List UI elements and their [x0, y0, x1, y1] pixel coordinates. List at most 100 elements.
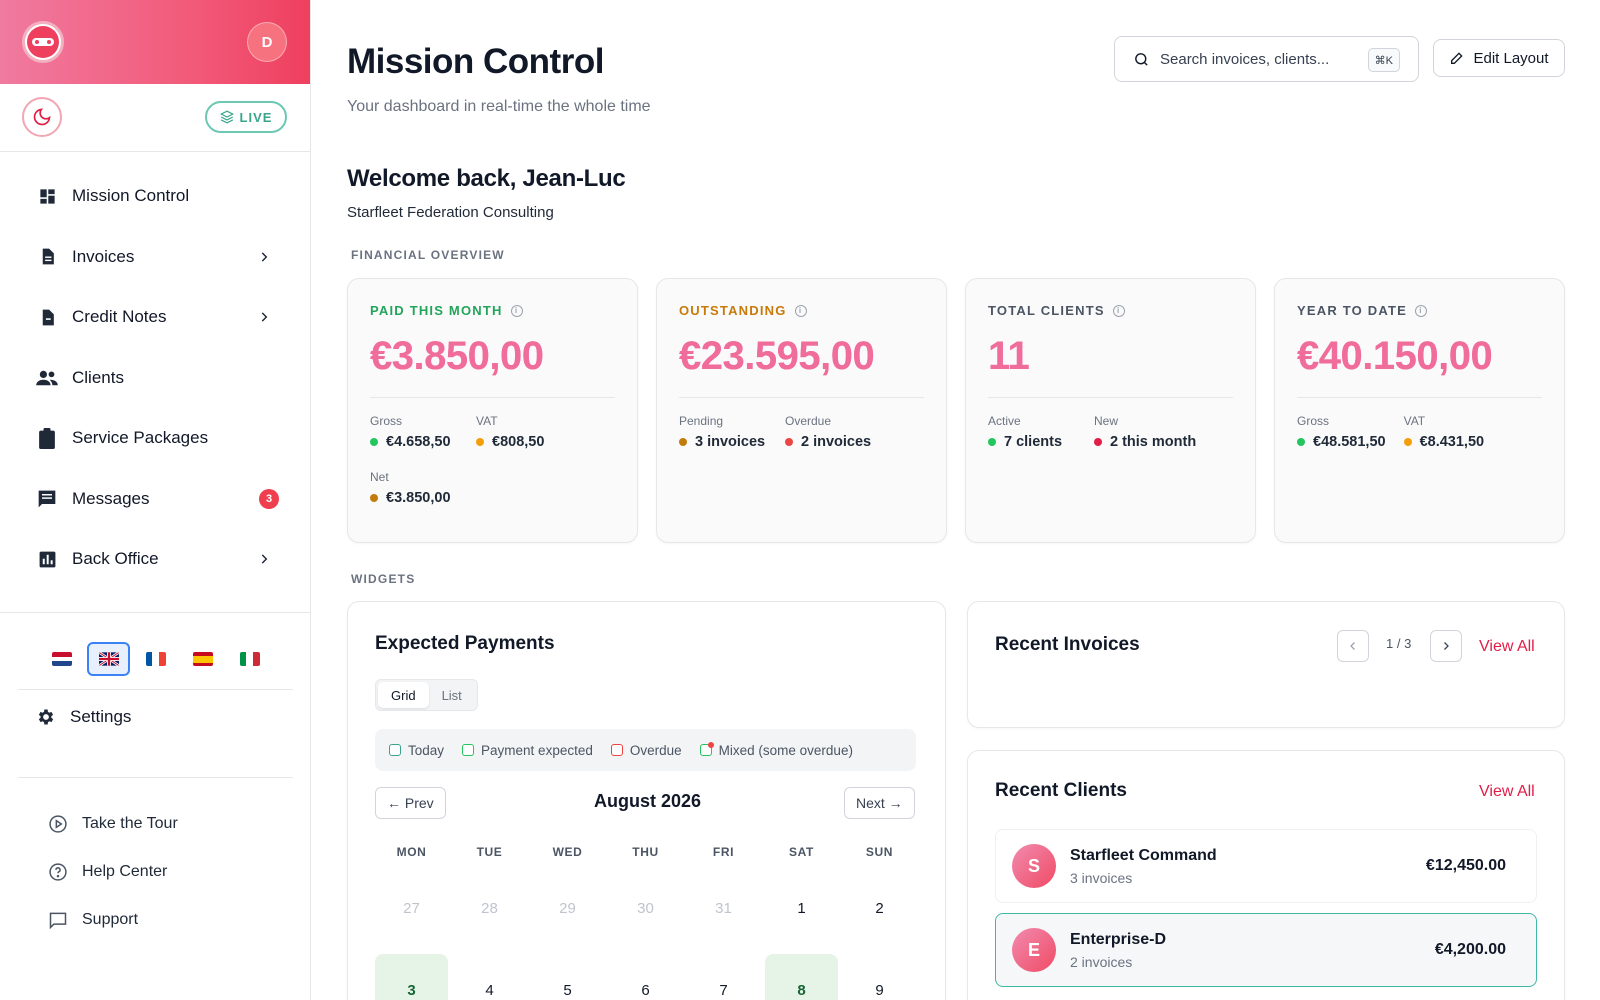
weekday-header: FRI — [712, 845, 735, 859]
stat-label-text: TOTAL CLIENTS — [988, 303, 1105, 318]
sub-value: 2 invoices — [801, 434, 872, 450]
stat-value: 11 — [988, 334, 1233, 379]
nav-item-service-packages[interactable]: Service Packages — [0, 408, 311, 469]
stat-label: OUTSTANDING i — [679, 303, 924, 318]
stat-divider — [988, 397, 1233, 398]
page-indicator: 1 / 3 — [1386, 636, 1412, 651]
invoices-view-all-link[interactable]: View All — [1479, 638, 1535, 655]
lang-en-button[interactable] — [87, 642, 130, 676]
theme-toggle-button[interactable] — [22, 97, 62, 137]
status-dot — [370, 494, 378, 502]
page-subtitle: Your dashboard in real-time the whole ti… — [347, 98, 651, 115]
legend-swatch — [389, 744, 401, 756]
prev-month-button[interactable]: ← Prev — [375, 787, 446, 819]
calendar-day[interactable]: 7 — [719, 982, 728, 999]
legend-swatch — [462, 744, 475, 756]
settings-link[interactable]: Settings — [36, 707, 131, 727]
financial-overview-label: FINANCIAL OVERVIEW — [351, 248, 505, 262]
widget-title: Expected Payments — [375, 633, 555, 654]
sidebar-divider — [18, 689, 293, 690]
calendar-day[interactable]: 6 — [641, 982, 650, 999]
calendar-day[interactable]: 31 — [715, 899, 732, 917]
lang-es-button[interactable] — [181, 642, 224, 676]
legend-label: Today — [408, 742, 445, 758]
calendar-day[interactable]: 28 — [481, 899, 498, 917]
nav-item-back-office[interactable]: Back Office — [0, 529, 311, 590]
live-mode-toggle[interactable]: LIVE — [205, 101, 287, 133]
client-avatar: S — [1012, 844, 1056, 888]
next-page-button[interactable] — [1430, 630, 1462, 662]
edit-layout-button[interactable]: Edit Layout — [1433, 39, 1565, 77]
mask-logo-icon — [27, 26, 59, 58]
info-icon[interactable]: i — [794, 304, 807, 317]
lang-fr-button[interactable] — [134, 642, 177, 676]
weekday-header: THU — [632, 845, 659, 859]
clients-view-all-link[interactable]: View All — [1479, 783, 1535, 800]
support-link[interactable]: Support — [48, 896, 178, 944]
calendar-day[interactable]: 3 — [375, 954, 448, 1000]
moon-icon — [33, 108, 51, 126]
prev-page-button[interactable] — [1337, 630, 1369, 662]
help-center-link[interactable]: Help Center — [48, 848, 178, 896]
legend-swatch — [699, 742, 714, 756]
info-icon[interactable]: i — [510, 304, 523, 317]
info-icon[interactable]: i — [1112, 304, 1125, 317]
flag-uk-icon — [98, 652, 119, 666]
calendar-day[interactable]: 1 — [797, 899, 806, 917]
widget-title: Recent Invoices — [995, 634, 1140, 655]
stat-divider — [1297, 397, 1542, 398]
calendar-day[interactable]: 2 — [875, 899, 884, 917]
nav-item-messages[interactable]: Messages 3 — [0, 469, 311, 530]
lang-it-button[interactable] — [228, 642, 271, 676]
stat-sub-pending: Pending 3 invoices — [679, 414, 767, 450]
client-row-starfleet-command[interactable]: S Starfleet Command 3 invoices €12,450.0… — [995, 829, 1537, 903]
nav-item-clients[interactable]: Clients — [0, 348, 311, 409]
clipboard-icon — [36, 427, 58, 449]
nav-item-mission-control[interactable]: Mission Control — [0, 166, 311, 227]
status-dot — [1403, 438, 1412, 446]
sidebar-divider — [18, 777, 293, 778]
stat-breakdown: Active 7 clients New 2 this month — [988, 414, 1233, 450]
calendar-day[interactable]: 4 — [485, 982, 494, 999]
calendar-day[interactable]: 27 — [403, 899, 420, 917]
bar-chart-icon — [36, 548, 58, 570]
weekday-header: MON — [396, 845, 427, 859]
stat-sub-vat: VAT €8.431,50 — [1403, 414, 1492, 450]
calendar-day[interactable]: 8 — [765, 954, 838, 1000]
client-row-enterprise-d[interactable]: E Enterprise-D 2 invoices €4,200.00 — [995, 913, 1537, 987]
status-dot — [370, 438, 378, 446]
chevron-right-icon — [261, 252, 268, 262]
take-tour-link[interactable]: Take the Tour — [48, 800, 178, 848]
layers-icon — [219, 110, 234, 124]
next-month-button[interactable]: Next → — [844, 787, 915, 819]
nav-label: Mission Control — [72, 186, 190, 206]
status-dot — [988, 438, 996, 446]
search-input[interactable]: Search invoices, clients... ⌘K — [1114, 36, 1419, 82]
company-name: Starfleet Federation Consulting — [347, 204, 554, 221]
nav-item-credit-notes[interactable]: Credit Notes — [0, 287, 311, 348]
flag-it-icon — [239, 652, 260, 666]
play-icon — [48, 814, 68, 834]
lang-nl-button[interactable] — [40, 642, 83, 676]
grid-view-button[interactable]: Grid — [378, 682, 429, 708]
recent-clients-widget: Recent Clients View All S Starfleet Comm… — [967, 750, 1565, 1000]
widgets-label: WIDGETS — [351, 572, 416, 586]
stat-sub-gross: Gross €48.581,50 — [1297, 414, 1386, 450]
list-view-button[interactable]: List — [441, 687, 462, 703]
calendar-day[interactable]: 29 — [559, 899, 576, 917]
nav-label: Clients — [72, 367, 124, 387]
sub-label: Net — [370, 470, 389, 484]
nav-item-invoices[interactable]: Invoices — [0, 227, 311, 288]
nav-label: Messages — [72, 488, 150, 508]
weekday-header: SUN — [865, 845, 894, 859]
calendar-day[interactable]: 5 — [563, 982, 572, 999]
user-avatar[interactable]: D — [247, 22, 287, 62]
info-icon[interactable]: i — [1414, 304, 1427, 317]
calendar-day[interactable]: 9 — [875, 982, 884, 999]
sub-label: New — [1094, 414, 1119, 428]
app-logo[interactable] — [22, 21, 64, 63]
messages-badge: 3 — [259, 488, 279, 509]
people-icon — [36, 367, 58, 389]
calendar-day[interactable]: 30 — [637, 899, 654, 917]
language-switcher — [40, 640, 280, 678]
